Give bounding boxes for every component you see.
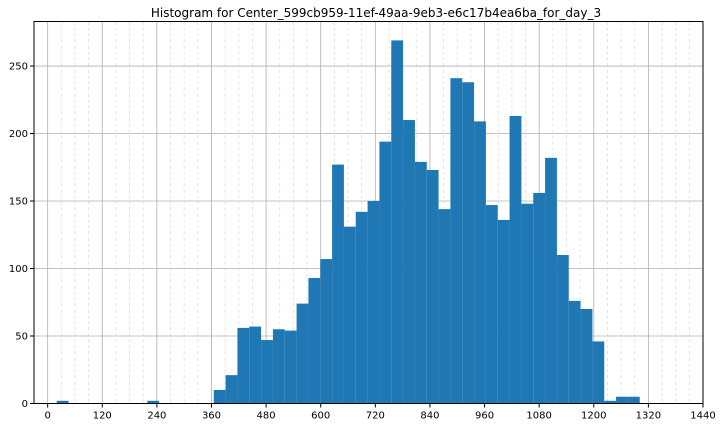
histogram-bars [56,40,640,404]
histogram-bar [213,390,226,404]
histogram-bar [533,192,546,404]
x-tick-label: 1080 [526,411,551,422]
x-tick-label: 840 [420,411,439,422]
plot-frame [33,21,704,404]
histogram-bar [438,209,451,404]
histogram-bar [237,327,250,404]
histogram-bar [332,164,344,404]
histogram-bar [462,82,475,404]
x-tick-label: 1200 [581,411,606,422]
y-tick-label: 150 [9,197,28,208]
histogram-bar [604,400,617,404]
histogram-bar [580,309,593,404]
histogram-bar [474,121,486,404]
histogram-bar [556,255,569,404]
histogram-bar [391,40,404,404]
chart-title: Histogram for Center_599cb959-11ef-49aa-… [151,6,601,20]
x-tick-label: 1440 [690,411,715,422]
y-tick-label: 100 [9,264,28,275]
histogram-bar [355,211,368,404]
histogram-bar [320,259,333,404]
histogram-bar [414,161,427,404]
y-tick-label: 0 [22,399,28,410]
histogram-bar [308,277,321,404]
x-tick-label: 480 [257,411,276,422]
x-tick-label: 120 [93,411,112,422]
histogram-bar [450,78,463,404]
histogram-bar [426,169,439,404]
y-axis: 0 50 100 150 200 250 [9,62,34,410]
histogram-bar [147,400,160,404]
x-tick-label: 600 [311,411,330,422]
histogram-bar [272,329,285,404]
histogram-bar [521,203,534,404]
x-tick-label: 720 [366,411,385,422]
x-tick-label: 0 [44,411,50,422]
histogram-bar [616,396,628,404]
histogram-bar [485,205,498,404]
y-tick-label: 50 [15,332,28,343]
x-axis: 0 120 240 360 480 600 720 840 960 1080 1200 1320 144… [44,403,716,422]
histogram-bar [592,341,605,404]
histogram-bar [403,120,415,404]
histogram-bar [296,303,309,404]
y-tick-label: 250 [9,62,28,73]
histogram-bar [284,330,297,404]
histogram-bar [568,300,581,404]
histogram-bar [509,115,522,404]
x-tick-label: 240 [147,411,166,422]
histogram-bar [249,326,262,404]
histogram-bar [56,400,69,404]
y-tick-label: 200 [9,129,28,140]
histogram-bar [497,219,510,404]
histogram-bar [367,201,380,404]
histogram-bar [343,226,356,404]
x-tick-label: 1320 [636,411,661,422]
histogram-bar [627,396,640,404]
histogram-bar [379,141,392,404]
histogram-bar [225,375,238,404]
histogram-bar [261,340,273,404]
x-tick-label: 360 [202,411,221,422]
histogram-bar [545,157,557,404]
x-tick-label: 960 [475,411,494,422]
